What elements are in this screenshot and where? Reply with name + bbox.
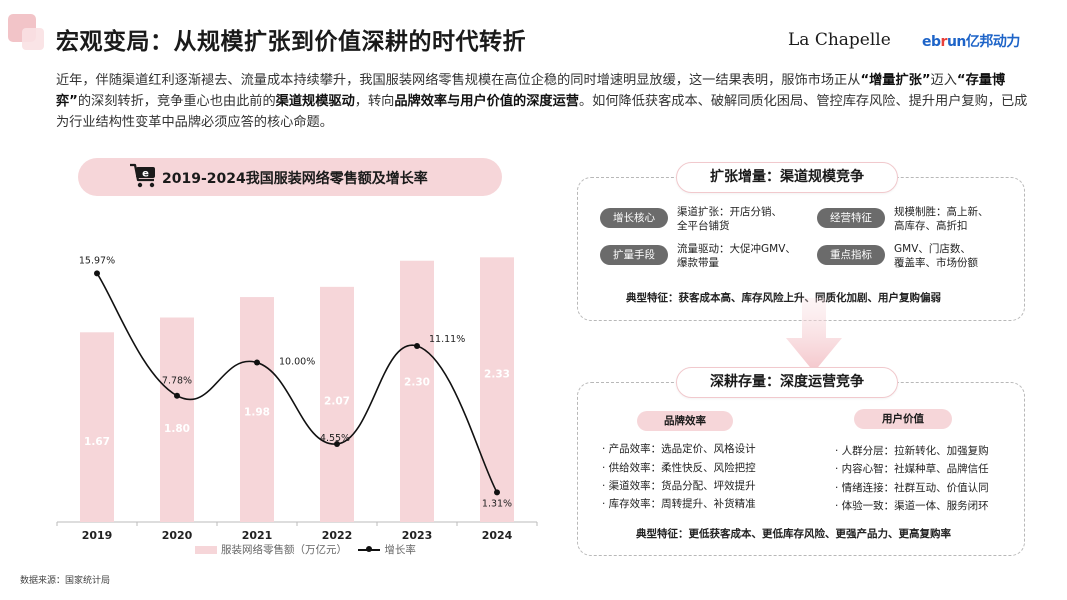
growth-rate-point — [334, 441, 340, 448]
x-tick-label: 2021 — [242, 529, 273, 542]
bar — [480, 257, 514, 522]
brand-efficiency-tag: 品牌效率 — [637, 411, 733, 431]
desc-line: GMV、门店数、 — [894, 243, 971, 255]
intro-text-1: 近年，伴随渠道红利逐渐褪去、流量成本持续攀升，我国服装网络零售规模在高位企稳的同… — [56, 73, 861, 88]
data-source: 数据来源：国家统计局 — [20, 576, 111, 586]
growth-rate-point — [414, 342, 420, 349]
desc-line: 高库存、高折扣 — [894, 220, 968, 232]
la-chapelle-logo: La Chapelle — [788, 30, 891, 50]
desc-line: 爆款带量 — [677, 257, 719, 269]
tag-business-feature-desc: 规模制胜：高上新、 高库存、高折扣 — [894, 205, 989, 233]
legend-bar-swatch — [195, 546, 217, 554]
growth-rate-point — [254, 359, 260, 366]
transition-arrow-icon — [786, 298, 842, 372]
tag-growth-core-desc: 渠道扩张：开店分销、 全平台铺货 — [677, 205, 782, 233]
desc-line: 流量驱动：大促冲GMV、 — [677, 243, 796, 255]
bar-data-label: 2.07 — [324, 395, 350, 407]
legend-line-label: 增长率 — [384, 544, 416, 556]
svg-text:e: e — [142, 169, 149, 180]
ebrun-logo-prefix: eb — [922, 34, 941, 50]
user-item: · 情绪连接：社群互动、价值认同 — [835, 482, 989, 494]
decor-square-light — [22, 28, 44, 50]
user-item: · 人群分层：拉新转化、加强复购 — [835, 445, 989, 457]
bar-data-label: 2.30 — [404, 376, 430, 388]
brand-item: · 产品效率：选品定价、风格设计 — [602, 443, 756, 455]
growth-rate-label: 1.31% — [482, 498, 512, 509]
tag-expansion-means: 扩量手段 — [600, 245, 668, 265]
intro-bold-4: 品牌效率与用户价值的深度运营 — [394, 94, 579, 109]
growth-rate-label: 4.55% — [320, 433, 350, 444]
bar — [160, 317, 194, 522]
growth-rate-line — [96, 272, 498, 493]
intro-bold-1: “增量扩张” — [860, 73, 931, 88]
bar-data-label: 1.67 — [84, 436, 110, 448]
page-title: 宏观变局：从规模扩张到价值深耕的时代转折 — [56, 29, 526, 55]
desc-line: 规模制胜：高上新、 — [894, 206, 989, 218]
bar — [80, 332, 114, 522]
ebrun-logo-suffix: un亿邦动力 — [946, 34, 1020, 50]
deepening-title: 深耕存量：深度运营竞争 — [676, 367, 898, 398]
brand-item: · 供给效率：柔性快反、风险把控 — [602, 462, 756, 474]
x-tick-label: 2024 — [482, 529, 513, 542]
user-item: · 体验一致：渠道一体、服务闭环 — [835, 500, 989, 512]
intro-bold-2: “存量博弈” — [56, 73, 1006, 109]
bar — [240, 297, 274, 522]
tag-business-feature: 经营特征 — [817, 208, 885, 228]
bar-data-label: 1.98 — [244, 407, 270, 419]
ebrun-logo: ebrun亿邦动力 — [922, 31, 1020, 51]
expansion-feature: 典型特征：获客成本高、库存风险上升、同质化加剧、用户复购偏弱 — [626, 292, 941, 304]
legend-bar-label: 服装网络零售额（万亿元） — [221, 544, 347, 556]
chart-legend: 服装网络零售额（万亿元） 增长率 — [195, 542, 416, 557]
expansion-title: 扩张增量：渠道规模竞争 — [676, 162, 898, 193]
chart-title: 2019-2024我国服装网络零售额及增长率 — [162, 171, 428, 187]
intro-text-2: 迈入 — [930, 73, 957, 88]
intro-text-5: 。如何降低获客成本、破解同质化困局、管控库存风险、提升用户复购，已成为行业结构性… — [56, 94, 1028, 130]
bar — [400, 260, 434, 522]
growth-rate-label: 10.00% — [279, 357, 315, 368]
intro-text-4: ，转向 — [354, 94, 395, 109]
brand-item: · 库存效率：周转提升、补货精准 — [602, 498, 756, 510]
ebrun-logo-accent: r — [940, 34, 948, 50]
growth-rate-label: 7.78% — [162, 376, 192, 387]
bar-data-label: 2.33 — [484, 369, 510, 381]
intro-paragraph: 近年，伴随渠道红利逐渐褪去、流量成本持续攀升，我国服装网络零售规模在高位企稳的同… — [56, 70, 1036, 133]
tag-growth-core: 增长核心 — [600, 208, 668, 228]
bar — [320, 286, 354, 522]
intro-text-3: 的深刻转折，竞争重心也由此前的 — [77, 94, 276, 109]
user-item: · 内容心智：社媒种草、品牌信任 — [835, 463, 989, 475]
x-tick-label: 2019 — [82, 529, 113, 542]
desc-line: 全平台铺货 — [677, 220, 730, 232]
x-tick-label: 2023 — [402, 529, 433, 542]
sales-growth-chart: 1.67 2019 1.80 2020 1.98 2021 2.07 2022 2.30 2023… — [56, 255, 538, 542]
tag-key-metrics: 重点指标 — [817, 245, 885, 265]
user-value-tag: 用户价值 — [854, 409, 952, 429]
x-tick-label: 2020 — [162, 529, 193, 542]
tag-key-metrics-desc: GMV、门店数、 覆盖率、市场份额 — [894, 242, 978, 270]
desc-line: 渠道扩张：开店分销、 — [677, 206, 782, 218]
growth-rate-point — [494, 489, 500, 496]
brand-item: · 渠道效率：货品分配、坪效提升 — [602, 480, 756, 492]
shopping-cart-icon: e — [130, 163, 155, 188]
intro-bold-3: 渠道规模驱动 — [275, 94, 355, 109]
growth-rate-label: 15.97% — [79, 255, 115, 266]
growth-rate-point — [174, 392, 180, 399]
bar-data-label: 1.80 — [164, 423, 190, 435]
tag-expansion-means-desc: 流量驱动：大促冲GMV、 爆款带量 — [677, 242, 796, 270]
desc-line: 覆盖率、市场份额 — [894, 257, 978, 269]
growth-rate-point — [94, 270, 100, 277]
deepening-feature: 典型特征：更低获客成本、更低库存风险、更强产品力、更高复购率 — [636, 528, 951, 540]
legend-line-swatch — [358, 545, 381, 555]
x-tick-label: 2022 — [322, 529, 353, 542]
growth-rate-label: 11.11% — [429, 334, 465, 345]
